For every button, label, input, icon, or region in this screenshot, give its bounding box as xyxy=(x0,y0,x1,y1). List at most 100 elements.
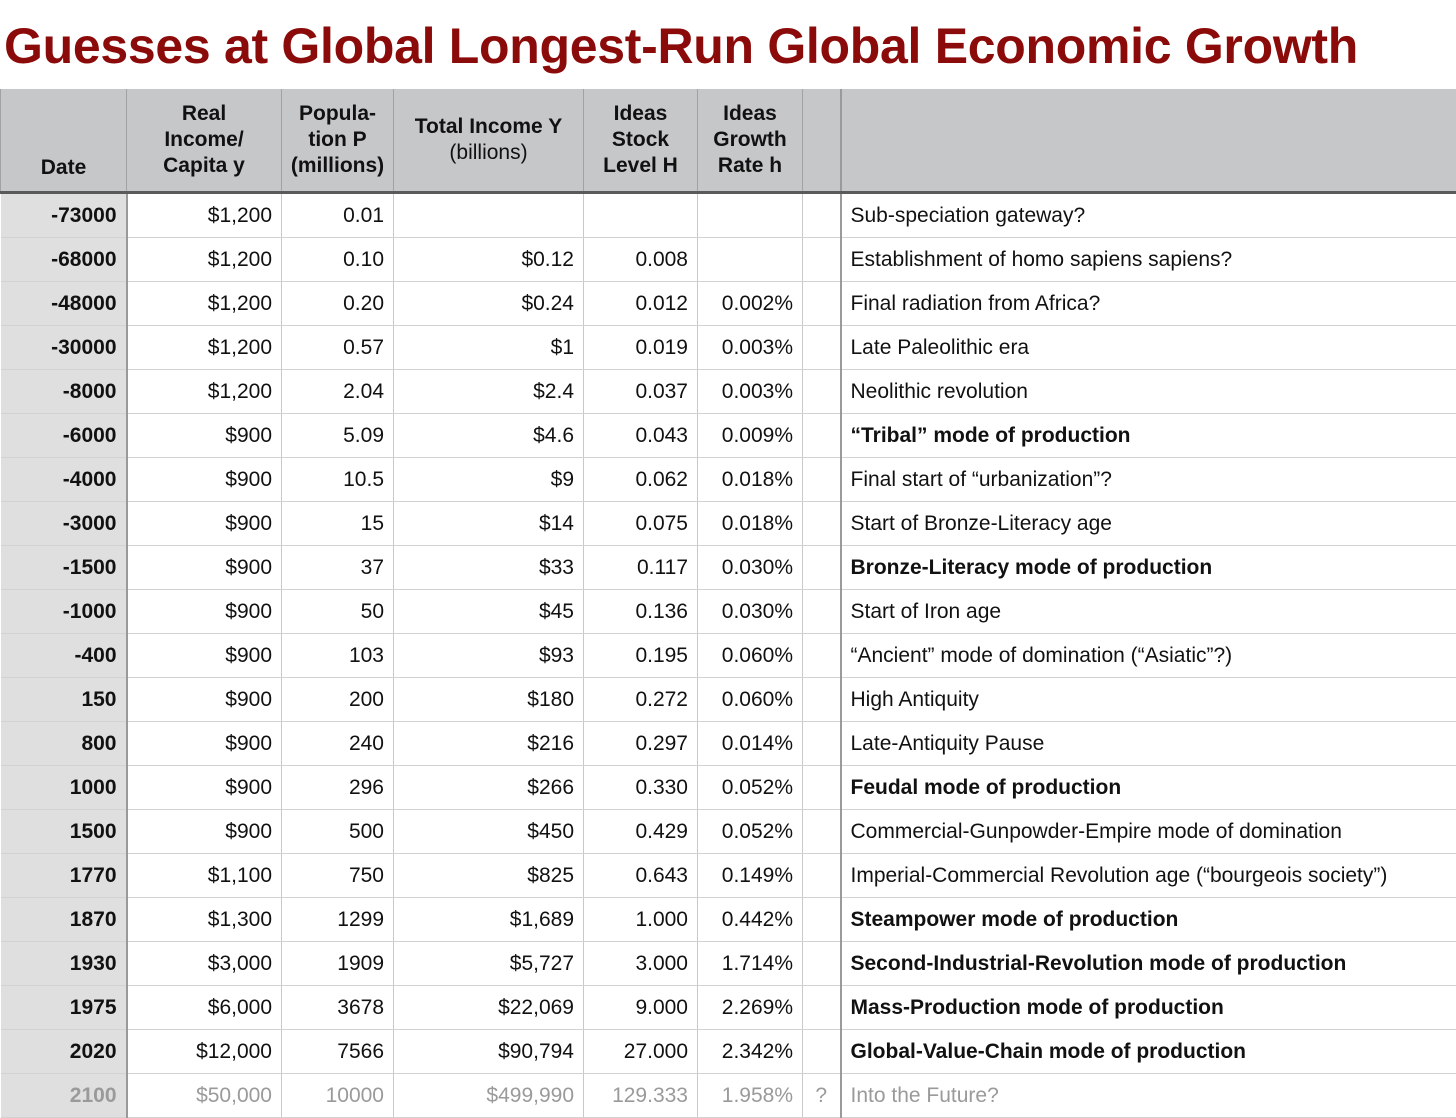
cell-date: 1000 xyxy=(1,766,127,810)
cell-date: -48000 xyxy=(1,282,127,326)
cell-total-income: $0.12 xyxy=(394,238,584,282)
cell-date: -8000 xyxy=(1,370,127,414)
cell-population: 0.20 xyxy=(282,282,394,326)
cell-population: 0.10 xyxy=(282,238,394,282)
cell-note: Commercial-Gunpowder-Empire mode of domi… xyxy=(841,810,1456,854)
cell-ideas-growth: 0.060% xyxy=(698,634,803,678)
cell-income-capita: $1,200 xyxy=(127,238,282,282)
cell-income-capita: $50,000 xyxy=(127,1074,282,1118)
cell-note: Sub-speciation gateway? xyxy=(841,193,1456,238)
cell-income-capita: $900 xyxy=(127,634,282,678)
cell-flag xyxy=(803,722,841,766)
cell-total-income: $14 xyxy=(394,502,584,546)
cell-flag xyxy=(803,810,841,854)
cell-ideas-growth: 2.269% xyxy=(698,986,803,1030)
growth-table: Date Real Income/ Capita y Popula- tion … xyxy=(0,89,1456,1118)
cell-date: 1500 xyxy=(1,810,127,854)
cell-ideas-stock: 0.297 xyxy=(584,722,698,766)
cell-date: 150 xyxy=(1,678,127,722)
cell-flag xyxy=(803,193,841,238)
cell-ideas-stock: 0.062 xyxy=(584,458,698,502)
cell-note: Feudal mode of production xyxy=(841,766,1456,810)
cell-date: -1500 xyxy=(1,546,127,590)
cell-note: Final radiation from Africa? xyxy=(841,282,1456,326)
cell-ideas-stock xyxy=(584,193,698,238)
cell-note: Establishment of homo sapiens sapiens? xyxy=(841,238,1456,282)
cell-population: 296 xyxy=(282,766,394,810)
cell-ideas-stock: 0.330 xyxy=(584,766,698,810)
cell-total-income: $499,990 xyxy=(394,1074,584,1118)
cell-ideas-stock: 0.043 xyxy=(584,414,698,458)
cell-flag xyxy=(803,458,841,502)
page-title: Guesses at Global Longest-Run Global Eco… xyxy=(4,14,1358,84)
cell-population: 37 xyxy=(282,546,394,590)
cell-ideas-growth: 0.014% xyxy=(698,722,803,766)
cell-ideas-stock: 129.333 xyxy=(584,1074,698,1118)
cell-ideas-growth: 0.002% xyxy=(698,282,803,326)
cell-population: 240 xyxy=(282,722,394,766)
cell-flag xyxy=(803,634,841,678)
cell-population: 2.04 xyxy=(282,370,394,414)
cell-ideas-stock: 0.195 xyxy=(584,634,698,678)
cell-population: 1909 xyxy=(282,942,394,986)
cell-date: -4000 xyxy=(1,458,127,502)
cell-population: 750 xyxy=(282,854,394,898)
cell-income-capita: $900 xyxy=(127,810,282,854)
cell-ideas-growth xyxy=(698,193,803,238)
cell-population: 500 xyxy=(282,810,394,854)
cell-flag xyxy=(803,898,841,942)
cell-date: -1000 xyxy=(1,590,127,634)
cell-date: 800 xyxy=(1,722,127,766)
cell-note: Into the Future? xyxy=(841,1074,1456,1118)
cell-flag xyxy=(803,546,841,590)
cell-flag xyxy=(803,282,841,326)
header-flag xyxy=(803,89,841,193)
cell-note: Global-Value-Chain mode of production xyxy=(841,1030,1456,1074)
cell-population: 0.57 xyxy=(282,326,394,370)
cell-total-income: $180 xyxy=(394,678,584,722)
cell-total-income: $216 xyxy=(394,722,584,766)
cell-total-income: $4.6 xyxy=(394,414,584,458)
cell-date: -400 xyxy=(1,634,127,678)
cell-flag xyxy=(803,986,841,1030)
cell-income-capita: $900 xyxy=(127,678,282,722)
cell-population: 7566 xyxy=(282,1030,394,1074)
cell-total-income: $266 xyxy=(394,766,584,810)
cell-date: -6000 xyxy=(1,414,127,458)
cell-flag xyxy=(803,590,841,634)
cell-total-income xyxy=(394,193,584,238)
cell-total-income: $90,794 xyxy=(394,1030,584,1074)
cell-income-capita: $900 xyxy=(127,722,282,766)
header-ideas-growth: Ideas Growth Rate h xyxy=(698,89,803,193)
cell-note: Second-Industrial-Revolution mode of pro… xyxy=(841,942,1456,986)
cell-total-income: $33 xyxy=(394,546,584,590)
cell-ideas-stock: 27.000 xyxy=(584,1030,698,1074)
cell-flag xyxy=(803,766,841,810)
cell-population: 0.01 xyxy=(282,193,394,238)
cell-ideas-growth: 0.052% xyxy=(698,810,803,854)
cell-date: -30000 xyxy=(1,326,127,370)
cell-ideas-stock: 0.019 xyxy=(584,326,698,370)
cell-ideas-stock: 0.272 xyxy=(584,678,698,722)
header-note xyxy=(841,89,1456,193)
cell-total-income: $5,727 xyxy=(394,942,584,986)
cell-flag xyxy=(803,854,841,898)
cell-flag xyxy=(803,414,841,458)
cell-date: 1870 xyxy=(1,898,127,942)
cell-ideas-stock: 0.117 xyxy=(584,546,698,590)
cell-income-capita: $1,200 xyxy=(127,326,282,370)
cell-population: 50 xyxy=(282,590,394,634)
cell-population: 10.5 xyxy=(282,458,394,502)
cell-income-capita: $1,200 xyxy=(127,193,282,238)
cell-total-income: $2.4 xyxy=(394,370,584,414)
cell-ideas-stock: 0.037 xyxy=(584,370,698,414)
